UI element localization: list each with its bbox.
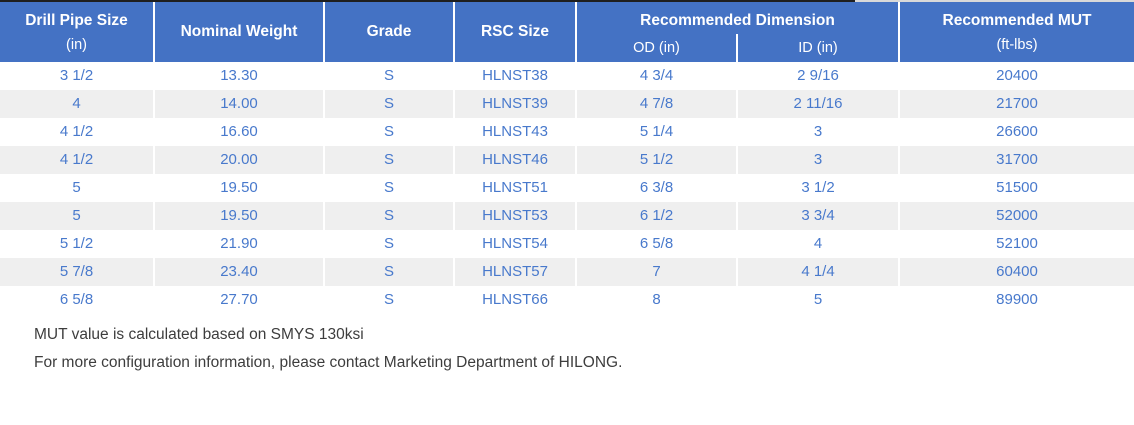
- cell-od: 8: [577, 286, 738, 314]
- cell-mut: 52100: [996, 235, 1038, 252]
- header-rsc-size: RSC Size: [455, 2, 577, 62]
- table-row: 5 19.50 S HLNST53 6 1/2 3 3/4 52000: [0, 202, 1134, 230]
- cell-drill-pipe-size: 3 1/2: [0, 62, 155, 90]
- cell-drill-pipe-size: 5 1/2: [0, 230, 155, 258]
- cell-od: 7: [577, 258, 738, 286]
- footnote-contact: For more configuration information, plea…: [34, 354, 623, 371]
- cell-drill-pipe-size: 5: [0, 174, 155, 202]
- header-dimension-subrow: OD (in) ID (in): [577, 34, 898, 62]
- header-recommended-mut-title: Recommended MUT: [942, 12, 1092, 29]
- cell-od: 4 7/8: [577, 90, 738, 118]
- cell-od: 6 3/8: [577, 174, 738, 202]
- table-header: Drill Pipe Size (in) Nominal Weight Grad…: [0, 2, 1134, 62]
- cell-id: 3 1/2: [738, 174, 900, 202]
- header-drill-pipe-size-unit: (in): [66, 37, 87, 53]
- table-row: 6 5/8 27.70 S HLNST66 8 5 89900: [0, 286, 1134, 314]
- cell-nominal-weight: 27.70: [155, 286, 325, 314]
- cell-rsc-size: HLNST43: [455, 118, 577, 146]
- cell-id: 2 11/16: [738, 90, 900, 118]
- cell-id: 3: [738, 146, 900, 174]
- cell-mut: 31700: [996, 151, 1038, 168]
- table-row: 3 1/2 13.30 S HLNST38 4 3/4 2 9/16 20400: [0, 62, 1134, 90]
- cell-grade: S: [325, 230, 455, 258]
- cell-od: 4 3/4: [577, 62, 738, 90]
- cell-drill-pipe-size: 5 7/8: [0, 258, 155, 286]
- cell-drill-pipe-size: 4: [0, 90, 155, 118]
- cell-rsc-size: HLNST53: [455, 202, 577, 230]
- cell-rsc-size: HLNST46: [455, 146, 577, 174]
- cell-rsc-size: HLNST54: [455, 230, 577, 258]
- table-body: 3 1/2 13.30 S HLNST38 4 3/4 2 9/16 20400 4 14.00…: [0, 62, 1134, 314]
- cell-nominal-weight: 19.50: [155, 202, 325, 230]
- cell-od: 5 1/2: [577, 146, 738, 174]
- cell-mut: 52000: [996, 207, 1038, 224]
- cell-drill-pipe-size: 4 1/2: [0, 146, 155, 174]
- table-row: 5 19.50 S HLNST51 6 3/8 3 1/2 51500: [0, 174, 1134, 202]
- cell-rsc-size: HLNST39: [455, 90, 577, 118]
- cell-grade: S: [325, 62, 455, 90]
- cell-grade: S: [325, 286, 455, 314]
- header-od: OD (in): [577, 34, 738, 62]
- cell-grade: S: [325, 146, 455, 174]
- header-recommended-dimension-title: Recommended Dimension: [640, 12, 835, 29]
- table-row: 4 1/2 16.60 S HLNST43 5 1/4 3 26600: [0, 118, 1134, 146]
- cell-rsc-size: HLNST57: [455, 258, 577, 286]
- cell-nominal-weight: 19.50: [155, 174, 325, 202]
- cell-drill-pipe-size: 4 1/2: [0, 118, 155, 146]
- cell-id: 3 3/4: [738, 202, 900, 230]
- table-row: 4 14.00 S HLNST39 4 7/8 2 11/16 21700: [0, 90, 1134, 118]
- cell-nominal-weight: 21.90: [155, 230, 325, 258]
- table-row: 5 1/2 21.90 S HLNST54 6 5/8 4 52100: [0, 230, 1134, 258]
- cell-nominal-weight: 23.40: [155, 258, 325, 286]
- cell-od: 6 5/8: [577, 230, 738, 258]
- header-drill-pipe-size: Drill Pipe Size (in): [0, 2, 155, 62]
- cell-rsc-size: HLNST51: [455, 174, 577, 202]
- cell-grade: S: [325, 258, 455, 286]
- header-nominal-weight: Nominal Weight: [155, 2, 325, 62]
- cell-grade: S: [325, 90, 455, 118]
- cell-grade: S: [325, 202, 455, 230]
- cell-nominal-weight: 13.30: [155, 62, 325, 90]
- cell-mut: 21700: [996, 95, 1038, 112]
- header-recommended-mut-unit: (ft-lbs): [996, 37, 1038, 53]
- table-row: 4 1/2 20.00 S HLNST46 5 1/2 3 31700: [0, 146, 1134, 174]
- top-border-line: [0, 0, 1134, 2]
- header-recommended-mut: Recommended MUT (ft-lbs): [900, 2, 1134, 62]
- cell-id: 2 9/16: [738, 62, 900, 90]
- header-id: ID (in): [798, 40, 838, 56]
- cell-drill-pipe-size: 6 5/8: [0, 286, 155, 314]
- cell-mut: 20400: [996, 67, 1038, 84]
- cell-rsc-size: HLNST38: [455, 62, 577, 90]
- cell-nominal-weight: 14.00: [155, 90, 325, 118]
- cell-nominal-weight: 20.00: [155, 146, 325, 174]
- cell-grade: S: [325, 118, 455, 146]
- cell-id: 3: [738, 118, 900, 146]
- header-drill-pipe-size-title: Drill Pipe Size: [25, 12, 128, 29]
- header-grade: Grade: [325, 2, 455, 62]
- cell-rsc-size: HLNST66: [455, 286, 577, 314]
- cell-mut: 51500: [996, 179, 1038, 196]
- cell-drill-pipe-size: 5: [0, 202, 155, 230]
- cell-mut: 26600: [996, 123, 1038, 140]
- cell-id: 4 1/4: [738, 258, 900, 286]
- cell-grade: S: [325, 174, 455, 202]
- table-row: 5 7/8 23.40 S HLNST57 7 4 1/4 60400: [0, 258, 1134, 286]
- header-recommended-dimension: Recommended Dimension OD (in) ID (in): [577, 2, 900, 62]
- cell-mut: 89900: [996, 291, 1038, 308]
- drill-pipe-spec-table: Drill Pipe Size (in) Nominal Weight Grad…: [0, 2, 1134, 314]
- footnote-mut-basis: MUT value is calculated based on SMYS 13…: [34, 326, 364, 343]
- footnotes: MUT value is calculated based on SMYS 13…: [34, 321, 1134, 377]
- cell-od: 6 1/2: [577, 202, 738, 230]
- cell-mut: 60400: [996, 263, 1038, 280]
- cell-od: 5 1/4: [577, 118, 738, 146]
- cell-id: 5: [738, 286, 900, 314]
- cell-nominal-weight: 16.60: [155, 118, 325, 146]
- cell-id: 4: [738, 230, 900, 258]
